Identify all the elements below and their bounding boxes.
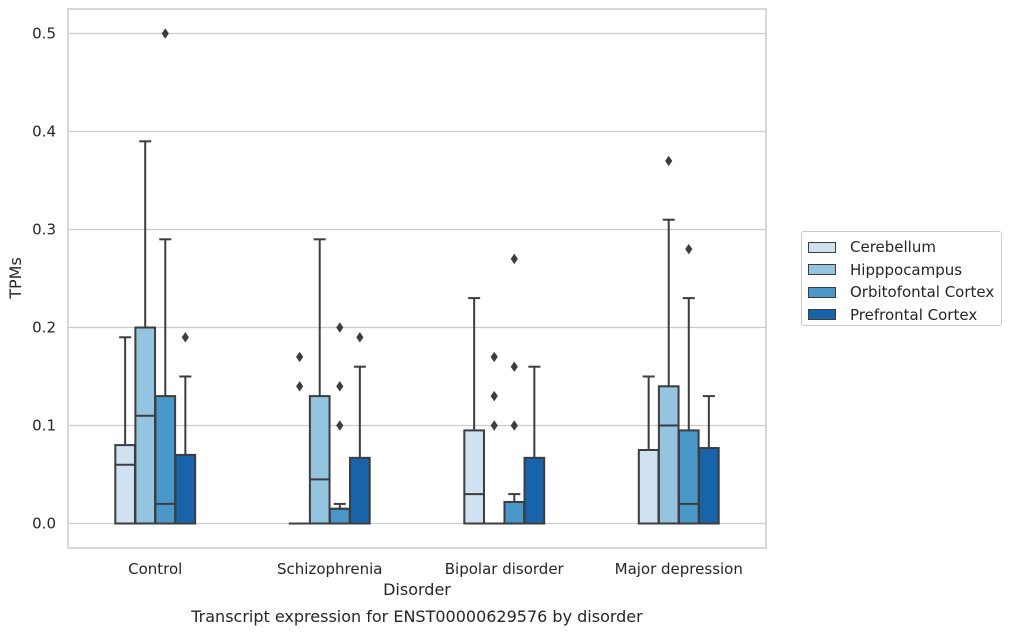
box-body (637, 449, 660, 525)
y-tick-label: 0.4 (32, 123, 56, 141)
legend-item-hippocampus: Hipppocampus (808, 259, 1001, 282)
x-tick-label: Control (128, 560, 182, 578)
box-3-1 (657, 155, 680, 525)
outlier-point (510, 361, 518, 372)
box-1-1 (308, 238, 331, 525)
legend-label-cerebellum: Cerebellum (850, 238, 936, 257)
box-2-1 (483, 351, 506, 525)
y-tick-label: 0.5 (32, 25, 56, 43)
box-0-0 (114, 336, 136, 525)
box-1-3 (349, 332, 371, 525)
y-axis-title: TPMs (6, 257, 25, 300)
box-body (463, 429, 485, 525)
legend-swatch-cerebellum (808, 241, 836, 253)
legend-label-hippocampus: Hipppocampus (850, 260, 963, 279)
box-body (523, 456, 546, 525)
box-body (657, 385, 680, 525)
box-3-0 (637, 375, 660, 525)
legend-swatch-prefrontal-cortex (808, 309, 836, 321)
outlier-point (665, 155, 673, 167)
legend-item-cerebellum: Cerebellum (808, 236, 1001, 259)
outlier-point (161, 28, 169, 39)
box-1-0 (288, 351, 311, 525)
outlier-point (490, 420, 498, 431)
box-body (349, 456, 371, 525)
outlier-point (685, 243, 693, 255)
outlier-point (336, 322, 344, 333)
box-3-3 (698, 395, 720, 525)
boxes (114, 28, 720, 525)
outlier-point (490, 390, 498, 402)
box-2-0 (463, 297, 485, 525)
outlier-point (356, 332, 364, 343)
x-tick-label: Schizophrenia (277, 560, 382, 578)
box-2-3 (523, 365, 546, 525)
legend-item-orbitofrontal-cortex: Orbitofontal Cortex (808, 281, 1001, 304)
legend-swatch-hippocampus (808, 264, 836, 276)
x-tick-label: Major depression (615, 560, 743, 578)
box-body (503, 500, 526, 525)
outlier-point (296, 351, 304, 363)
y-tick-label: 0.2 (32, 319, 56, 337)
legend-item-prefrontal-cortex: Prefrontal Cortex (808, 304, 1001, 327)
chart-title: Transcript expression for ENST0000062957… (190, 607, 643, 626)
outlier-point (336, 420, 344, 431)
box-1-2 (328, 322, 351, 525)
legend-label-prefrontal-cortex: Prefrontal Cortex (850, 305, 978, 324)
y-tick-label: 0.3 (32, 221, 56, 239)
box-2-2 (503, 253, 526, 525)
outlier-point (510, 420, 518, 431)
outlier-point (181, 332, 189, 343)
legend: Cerebellum Hipppocampus Orbitofontal Cor… (801, 231, 1002, 326)
y-tick-labels: 0.0 0.1 0.2 0.3 0.4 0.5 (32, 25, 56, 533)
box-3-2 (677, 243, 700, 525)
x-tick-labels: Control Schizophrenia Bipolar disorder Majo… (128, 560, 743, 578)
x-axis-title: Disorder (383, 580, 451, 599)
box-0-2 (154, 28, 177, 525)
legend-label-orbitofrontal-cortex: Orbitofontal Cortex (850, 283, 995, 302)
outlier-point (490, 351, 498, 363)
box-body (114, 444, 136, 525)
outlier-point (336, 381, 344, 392)
outlier-point (510, 253, 518, 265)
legend-swatch-orbitofrontal-cortex (808, 286, 836, 298)
box-body (308, 395, 331, 525)
box-body (174, 453, 197, 525)
x-tick-label: Bipolar disorder (445, 560, 565, 578)
box-0-1 (134, 140, 157, 525)
box-0-3 (174, 332, 197, 525)
box-body (677, 429, 700, 525)
outlier-point (296, 381, 304, 392)
y-tick-label: 0.1 (32, 417, 56, 435)
box-body (134, 326, 157, 525)
box-body (328, 507, 351, 525)
plot-area-frame (67, 8, 767, 549)
y-tick-label: 0.0 (32, 515, 56, 533)
box-body (698, 447, 720, 525)
